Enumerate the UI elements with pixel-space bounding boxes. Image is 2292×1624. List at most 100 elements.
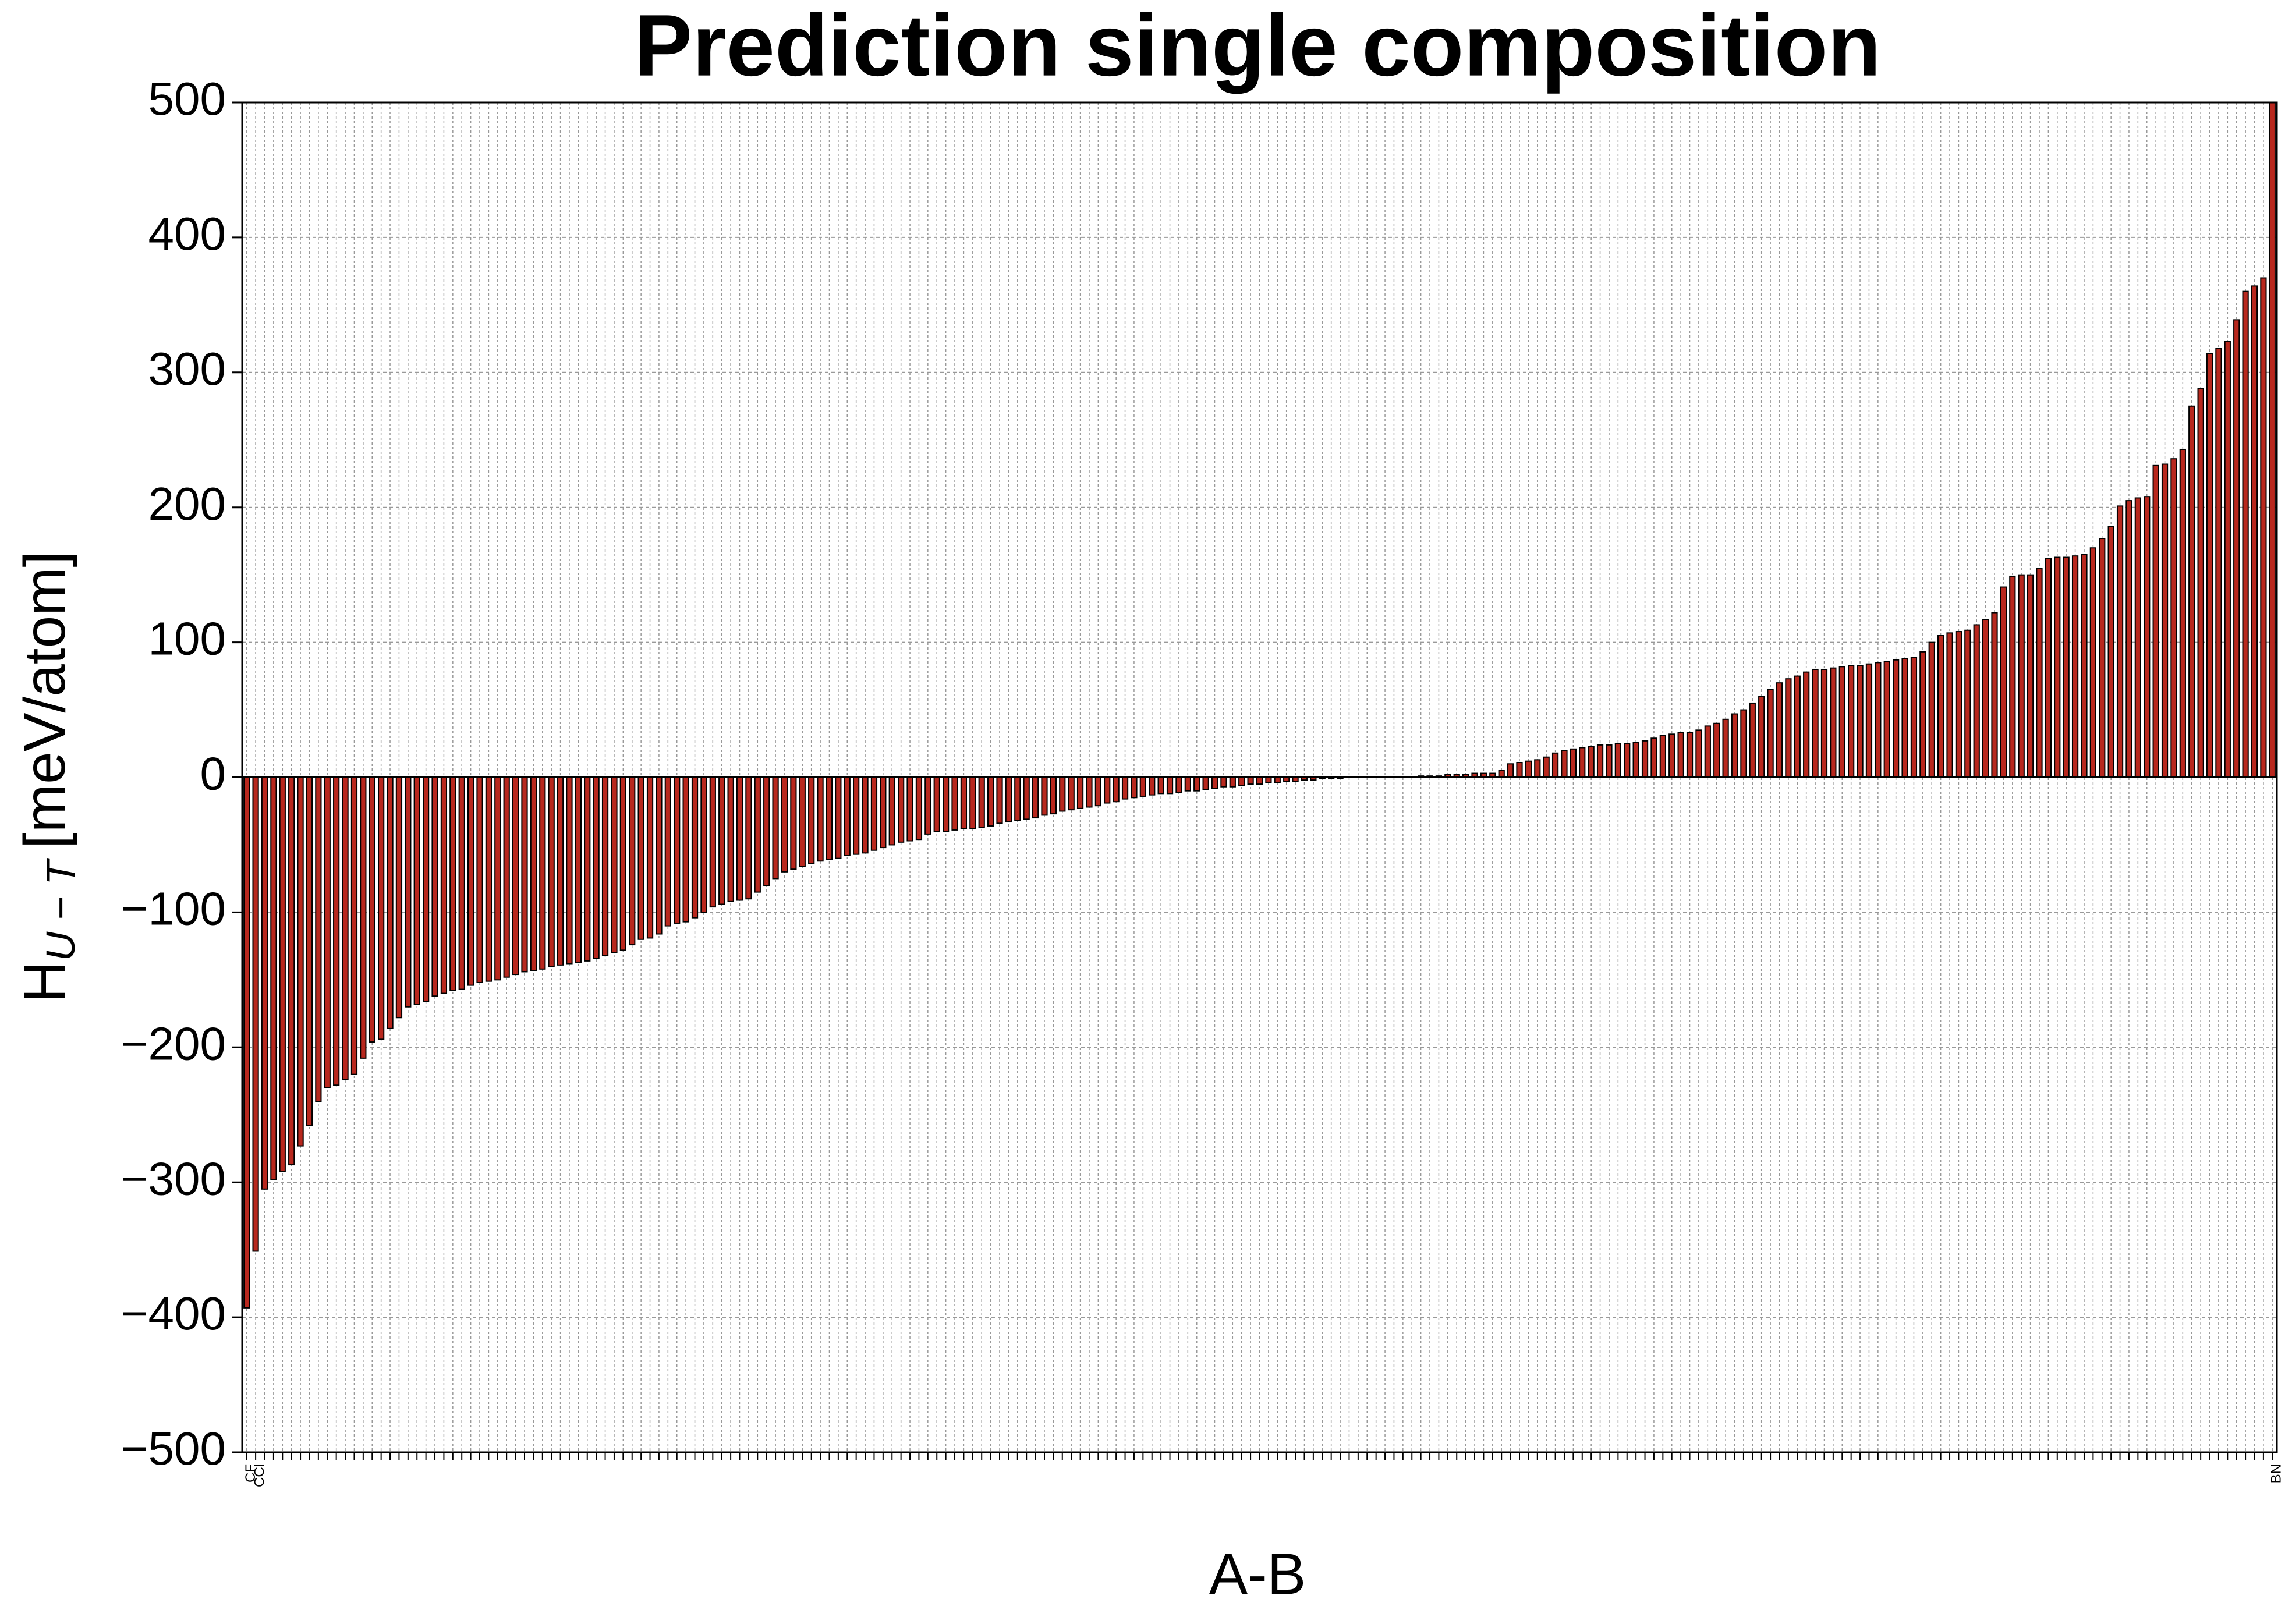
- bar: [996, 776, 1003, 824]
- bar: [1094, 776, 1101, 807]
- bar: [387, 776, 394, 1029]
- bar: [503, 776, 510, 978]
- bar: [1776, 682, 1783, 778]
- bar: [987, 776, 994, 827]
- bar: [1588, 746, 1595, 778]
- bar: [521, 776, 528, 973]
- bar: [924, 776, 931, 835]
- bar: [880, 776, 887, 849]
- bar: [835, 776, 842, 859]
- bar: [2071, 555, 2079, 778]
- bar: [1838, 666, 1845, 778]
- bar: [494, 776, 501, 981]
- bar: [1713, 722, 1720, 778]
- bar: [548, 776, 555, 967]
- bar: [2152, 464, 2159, 778]
- bar: [1820, 668, 1828, 778]
- bar: [2000, 586, 2007, 778]
- bar: [1946, 632, 1953, 778]
- bar: [951, 776, 958, 831]
- bar: [1157, 776, 1164, 795]
- bar: [1543, 756, 1550, 778]
- bar: [2269, 102, 2276, 778]
- bar: [1032, 776, 1039, 819]
- bar: [2107, 526, 2114, 778]
- bar: [1086, 776, 1093, 808]
- bar: [969, 776, 976, 829]
- bar: [682, 776, 689, 923]
- bar: [1551, 752, 1559, 778]
- bar: [1632, 742, 1639, 778]
- bar: [2233, 319, 2240, 778]
- bar: [1068, 776, 1075, 811]
- bar: [350, 776, 358, 1075]
- bar: [342, 776, 349, 1080]
- bar: [1910, 657, 1918, 778]
- bar: [440, 776, 448, 994]
- bar: [279, 776, 286, 1172]
- bar: [1704, 725, 1711, 778]
- bar: [1570, 748, 1577, 778]
- bar: [870, 776, 878, 851]
- bar: [315, 776, 322, 1102]
- y-label-sub: U − T: [38, 858, 83, 961]
- bar: [2089, 547, 2096, 778]
- bar: [754, 776, 761, 893]
- bar: [1794, 675, 1801, 778]
- bar: [817, 776, 824, 862]
- bar: [449, 776, 456, 991]
- bar: [1498, 770, 1505, 778]
- bar: [1686, 732, 1694, 778]
- bar: [943, 776, 950, 832]
- bar: [2179, 448, 2186, 778]
- bar: [1121, 776, 1129, 800]
- bar: [709, 776, 716, 908]
- bar: [2018, 574, 2025, 778]
- bar: [360, 776, 367, 1059]
- y-tick-label: 0: [200, 748, 226, 800]
- bar: [898, 776, 905, 843]
- y-tick-label: 300: [148, 343, 226, 395]
- chart-title: Prediction single composition: [634, 0, 1881, 94]
- bar: [2036, 568, 2043, 778]
- bar: [736, 776, 743, 901]
- bar: [763, 776, 770, 887]
- y-tick-label: −300: [121, 1153, 226, 1204]
- bar: [700, 776, 707, 913]
- bar: [1785, 678, 1792, 778]
- bar: [324, 776, 331, 1088]
- bar: [1650, 737, 1657, 778]
- bar: [369, 776, 375, 1043]
- bar: [593, 776, 600, 959]
- bar: [2099, 538, 2106, 778]
- bar: [1928, 641, 1935, 778]
- bar: [1731, 713, 1738, 778]
- bar: [826, 776, 833, 860]
- bar: [2144, 496, 2151, 778]
- bar: [557, 776, 564, 966]
- bar: [2063, 556, 2070, 778]
- bar: [1758, 696, 1765, 778]
- bar: [1659, 735, 1666, 778]
- y-axis-label: HU − T [meV/atom]: [12, 551, 83, 1004]
- bar: [1919, 651, 1926, 778]
- bar: [1131, 776, 1138, 799]
- x-tick-label: BN: [2269, 1464, 2284, 1483]
- bar: [1812, 668, 1819, 778]
- bar: [1507, 763, 1514, 778]
- y-label-unit: [meV/atom]: [12, 551, 77, 849]
- bar: [566, 776, 573, 965]
- bar: [1579, 747, 1586, 778]
- bar: [2206, 353, 2213, 778]
- bar: [1220, 776, 1227, 788]
- bar: [1238, 776, 1245, 786]
- bar: [1076, 776, 1084, 809]
- bar: [1857, 665, 1864, 778]
- bar: [1561, 750, 1568, 778]
- bar: [1848, 665, 1855, 778]
- bar: [745, 776, 752, 900]
- bar: [646, 776, 654, 939]
- bar: [772, 776, 779, 880]
- bar: [1614, 743, 1621, 778]
- bar: [915, 776, 923, 841]
